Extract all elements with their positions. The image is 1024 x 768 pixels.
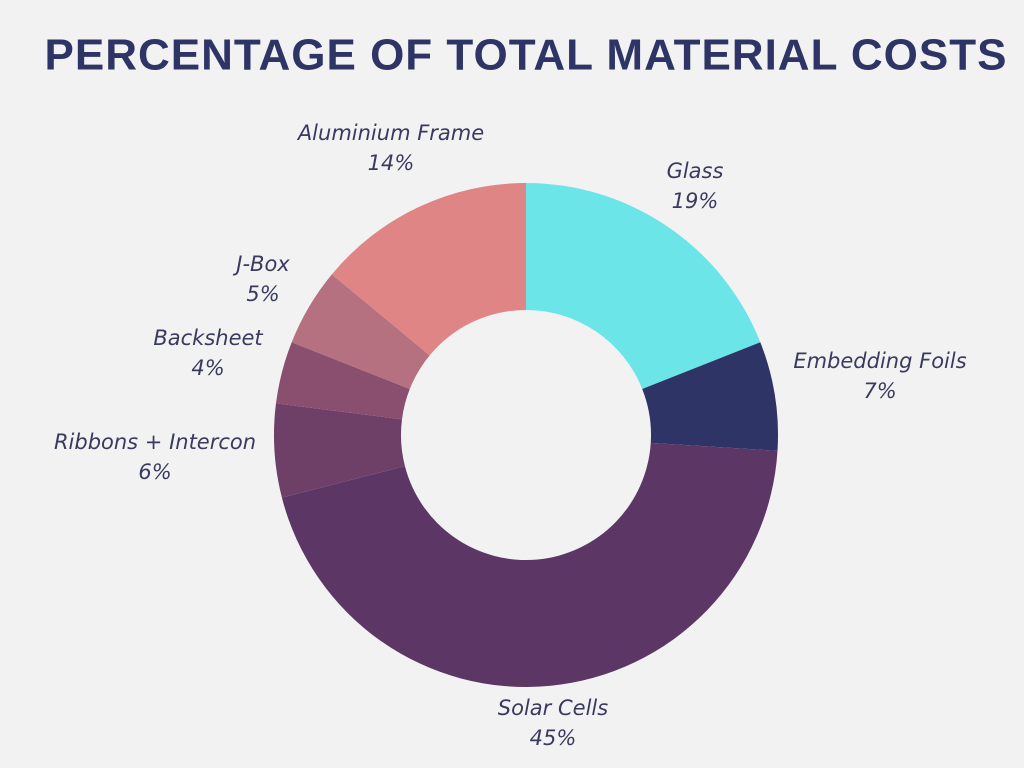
slice-label: Aluminium Frame	[296, 121, 484, 145]
slice-value-label: 14%	[368, 151, 415, 175]
slice-label: Glass	[667, 159, 724, 183]
donut-slice	[275, 342, 410, 420]
donut-slice	[291, 274, 430, 389]
slice-label: Backsheet	[153, 326, 263, 350]
donut-slice	[526, 183, 761, 389]
slice-value-label: 4%	[191, 356, 224, 380]
slice-value-label: 5%	[246, 282, 279, 306]
chart-title: PERCENTAGE OF TOTAL MATERIAL COSTS	[45, 31, 1008, 80]
donut-slice	[274, 403, 405, 498]
slice-label: Solar Cells	[498, 696, 608, 720]
slice-label: J-Box	[232, 252, 290, 276]
donut-slice	[331, 183, 526, 356]
donut-slice	[281, 442, 778, 688]
slice-label: Ribbons + Intercon	[54, 430, 256, 454]
donut-slice	[642, 342, 779, 451]
slice-value-label: 19%	[672, 189, 719, 213]
slice-value-label: 6%	[138, 460, 171, 484]
slice-value-label: 45%	[530, 726, 577, 750]
slice-label: Embedding Foils	[793, 349, 966, 373]
slice-value-label: 7%	[863, 379, 896, 403]
